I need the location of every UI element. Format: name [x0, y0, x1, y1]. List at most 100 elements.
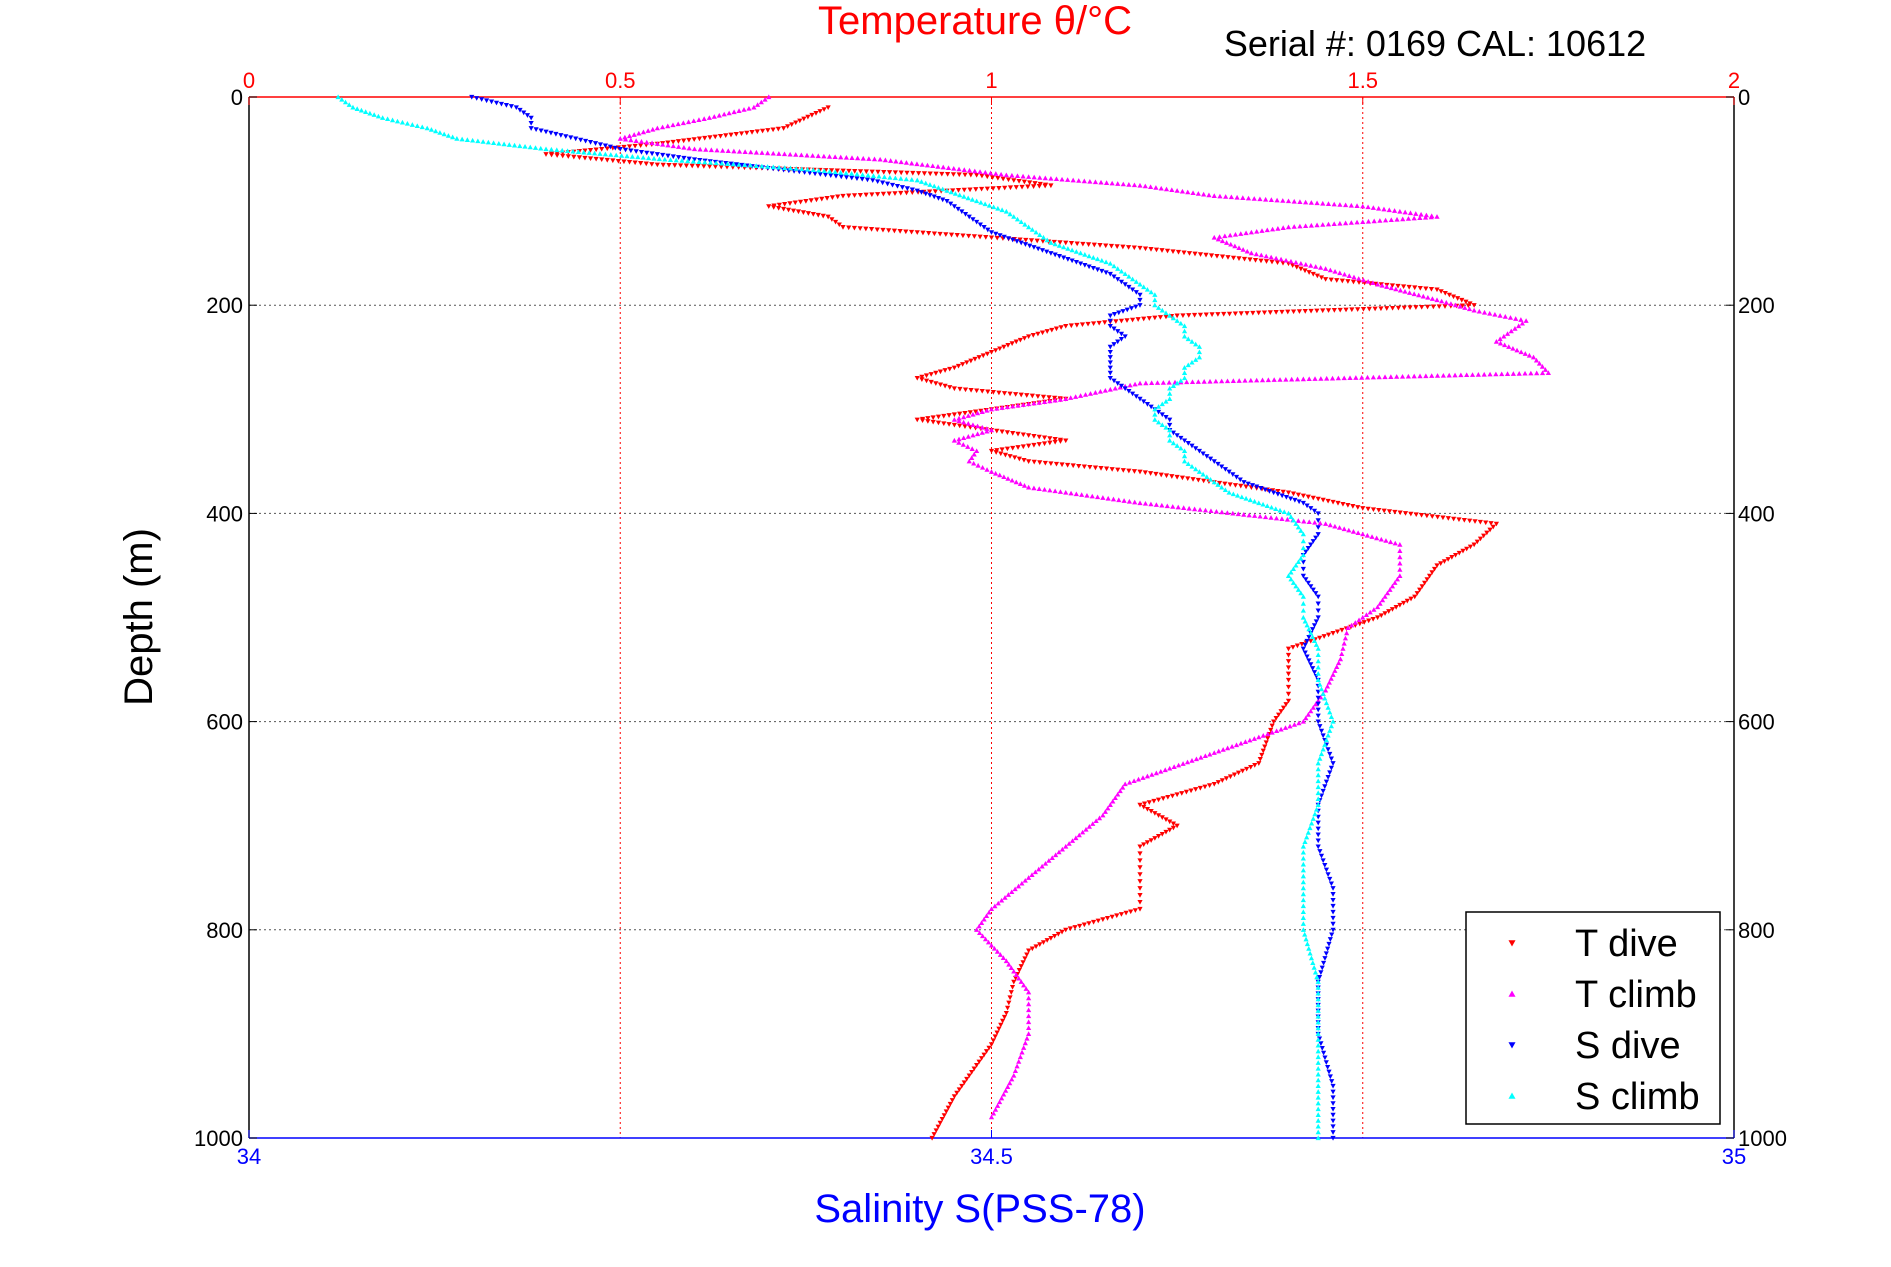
point-t-dive-4-44 — [910, 170, 916, 176]
point-t-climb-35-6 — [1350, 529, 1357, 534]
point-t-climb-24-0 — [1137, 380, 1143, 386]
point-t-dive-12-19 — [1241, 256, 1248, 262]
point-t-climb-8-5 — [1163, 186, 1170, 192]
point-t-climb-38-4 — [1360, 614, 1366, 620]
point-t-dive-17-19 — [1068, 323, 1074, 329]
point-s-climb-18-3 — [1148, 289, 1154, 295]
point-t-dive-56-5 — [976, 1059, 982, 1065]
point-s-climb-48-1 — [1328, 723, 1334, 729]
point-s-climb-29-1 — [1163, 398, 1169, 404]
point-t-climb-10-7 — [1397, 208, 1403, 214]
point-s-dive-53-10 — [1316, 975, 1323, 980]
point-t-dive-14-17 — [1417, 285, 1423, 291]
point-t-dive-4-36 — [863, 169, 869, 175]
point-t-dive-23-8 — [996, 390, 1002, 396]
point-s-climb-16-0 — [1107, 260, 1113, 266]
point-t-dive-35-7 — [1445, 557, 1451, 562]
point-t-climb-17-3 — [1448, 301, 1454, 306]
point-s-climb-42-4 — [1290, 566, 1297, 571]
point-s-climb-47-2 — [1318, 686, 1325, 692]
point-t-climb-14-13 — [1313, 264, 1319, 269]
point-s-climb-5-16 — [629, 154, 635, 159]
point-t-dive-29-7 — [1021, 457, 1027, 463]
point-t-dive-3-17 — [638, 161, 644, 166]
point-t-climb-40-1 — [1336, 660, 1342, 666]
point-t-climb-43-4 — [1193, 756, 1200, 762]
point-t-climb-31-2 — [975, 462, 981, 468]
point-t-dive-2-5 — [626, 144, 633, 150]
point-t-climb-10-10 — [1413, 211, 1419, 216]
point-t-dive-29-1 — [993, 450, 999, 455]
point-t-dive-3-9 — [593, 156, 599, 162]
point-t-climb-24-11 — [1082, 392, 1089, 397]
point-t-climb-5-22 — [815, 153, 821, 159]
point-s-dive-22-1 — [1111, 326, 1117, 332]
point-t-dive-23-14 — [1029, 393, 1035, 399]
point-t-dive-38-4 — [1357, 621, 1363, 627]
point-t-climb-42-13 — [1242, 739, 1249, 744]
point-t-dive-20-6 — [964, 360, 970, 366]
point-t-climb-24-1 — [1132, 381, 1138, 387]
point-t-climb-42-11 — [1251, 736, 1257, 741]
point-t-dive-17-6 — [1141, 316, 1147, 322]
point-t-dive-6-15 — [961, 187, 967, 193]
point-s-climb-57-0 — [1315, 1135, 1321, 1141]
point-t-climb-33-10 — [1079, 492, 1085, 497]
point-t-climb-21-1 — [1497, 340, 1504, 346]
point-t-dive-38-11 — [1325, 632, 1332, 638]
point-t-dive-4-5 — [683, 163, 689, 169]
point-t-climb-9-0 — [1211, 193, 1217, 198]
point-t-climb-4-6 — [649, 140, 655, 146]
point-t-climb-23-69 — [1143, 380, 1149, 386]
chart-title: Temperature θ/°C — [818, 0, 1132, 43]
point-s-climb-51-6 — [1300, 879, 1306, 885]
point-s-climb-6-10 — [719, 160, 725, 166]
point-s-climb-6-16 — [753, 163, 759, 168]
legend-label-s-climb: S climb — [1575, 1076, 1700, 1118]
point-t-climb-5-14 — [770, 150, 776, 156]
point-t-climb-28-3 — [974, 431, 981, 437]
point-s-climb-33-0 — [1167, 437, 1173, 443]
point-s-climb-33-3 — [1178, 445, 1184, 451]
point-t-dive-8-1 — [771, 205, 777, 210]
point-t-climb-42-6 — [1274, 728, 1280, 734]
point-s-dive-8-3 — [884, 181, 891, 187]
point-t-climb-8-9 — [1185, 189, 1191, 195]
point-t-climb-42-17 — [1225, 745, 1231, 751]
point-t-dive-16-33 — [1279, 309, 1285, 315]
point-t-dive-16-43 — [1221, 311, 1227, 317]
point-t-dive-7-8 — [797, 199, 804, 205]
point-t-dive-25-10 — [935, 414, 942, 420]
point-t-climb-32-1 — [993, 470, 999, 476]
point-t-climb-46-8 — [1036, 866, 1042, 872]
point-t-dive-37-7 — [1386, 609, 1392, 614]
point-t-climb-5-15 — [776, 151, 782, 156]
point-t-climb-43-12 — [1158, 768, 1164, 774]
point-t-climb-23-48 — [1265, 377, 1271, 383]
point-s-dive-56-8 — [1330, 1130, 1336, 1135]
point-t-climb-13-3 — [1224, 240, 1230, 245]
point-s-dive-7-12 — [843, 175, 850, 180]
point-t-climb-23-19 — [1434, 373, 1441, 378]
point-t-climb-16-7 — [1406, 290, 1413, 295]
point-t-dive-29-2 — [998, 451, 1004, 457]
point-t-dive-30-12 — [1092, 465, 1099, 471]
point-t-dive-25-8 — [946, 413, 952, 418]
point-t-dive-45-8 — [1174, 792, 1180, 798]
point-t-dive-45-1 — [1207, 783, 1213, 788]
point-t-climb-33-17 — [1116, 497, 1122, 503]
point-t-climb-30-2 — [969, 455, 975, 460]
point-t-dive-3-10 — [599, 157, 605, 163]
point-t-dive-4-38 — [875, 169, 881, 175]
point-s-climb-1-0 — [350, 104, 356, 110]
point-s-climb-26-0 — [1181, 365, 1188, 370]
point-s-dive-50-6 — [1315, 838, 1321, 844]
point-t-climb-22-2 — [1536, 360, 1543, 366]
point-t-dive-33-11 — [1418, 512, 1425, 518]
point-t-climb-4-12 — [681, 144, 687, 150]
point-s-climb-6-5 — [690, 158, 696, 164]
point-t-dive-2-10 — [599, 146, 605, 152]
point-t-dive-37-2 — [1404, 598, 1410, 604]
point-t-dive-9-0 — [825, 214, 831, 220]
point-t-climb-10-8 — [1402, 209, 1408, 215]
